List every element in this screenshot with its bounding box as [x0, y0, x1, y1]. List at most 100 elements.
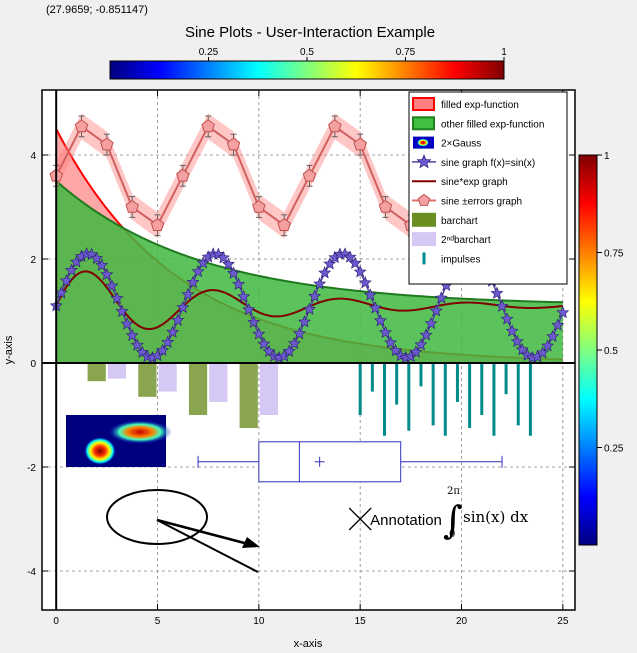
bar[interactable]: [87, 363, 106, 382]
legend-entry[interactable]: other filled exp-function: [412, 116, 544, 131]
boxplot-box[interactable]: [258, 441, 402, 483]
bar[interactable]: [239, 363, 258, 428]
sine-point[interactable]: [297, 315, 311, 328]
sine-errors-point[interactable]: [277, 218, 291, 231]
sine-point[interactable]: [379, 325, 392, 339]
legend-entry[interactable]: 2ⁿᵈbarchart: [412, 232, 491, 247]
sine-errors-point[interactable]: [328, 119, 342, 133]
sine-errors-point[interactable]: [201, 119, 215, 133]
sine-point[interactable]: [186, 275, 200, 288]
sine-point[interactable]: [247, 315, 261, 328]
legend-entry[interactable]: impulses: [422, 252, 480, 265]
legend-entry[interactable]: sine graph f(x)=sin(x): [412, 154, 535, 169]
sine-point[interactable]: [252, 327, 266, 340]
sine-point[interactable]: [115, 304, 129, 317]
bar[interactable]: [188, 363, 208, 415]
sine-point[interactable]: [368, 301, 382, 314]
sine-errors-point[interactable]: [302, 168, 317, 182]
sine-point[interactable]: [191, 264, 205, 278]
legend-entry[interactable]: filled exp-function: [412, 97, 519, 111]
sine-point[interactable]: [536, 346, 550, 359]
sine-point[interactable]: [176, 300, 190, 314]
sine-point[interactable]: [515, 343, 529, 356]
sine-point[interactable]: [384, 336, 398, 349]
legend-entry[interactable]: sine*exp graph: [412, 177, 508, 188]
legend-entry[interactable]: 2×Gauss: [413, 136, 481, 150]
sine-point[interactable]: [100, 267, 114, 281]
sine-point[interactable]: [343, 250, 357, 263]
sine-point[interactable]: [69, 255, 83, 268]
bar[interactable]: [259, 363, 279, 415]
sine-point[interactable]: [434, 291, 448, 304]
sine-errors-point[interactable]: [252, 199, 266, 213]
sine-point[interactable]: [303, 302, 316, 315]
sine-point[interactable]: [414, 338, 428, 351]
sine-point[interactable]: [120, 317, 134, 330]
sine-errors-point[interactable]: [176, 168, 190, 182]
sine-point[interactable]: [373, 314, 387, 327]
bar[interactable]: [138, 363, 157, 397]
sine-point[interactable]: [95, 258, 109, 271]
sine-point[interactable]: [64, 263, 78, 276]
sine-point[interactable]: [490, 286, 504, 299]
legend[interactable]: filled exp-function other filled exp-func…: [408, 91, 568, 285]
sine-point[interactable]: [292, 326, 306, 340]
sine-point[interactable]: [196, 256, 210, 269]
sine-point[interactable]: [541, 339, 555, 352]
sine-point[interactable]: [227, 266, 240, 279]
sine-point[interactable]: [282, 344, 296, 357]
sine-point[interactable]: [90, 251, 104, 265]
annotation-arrow[interactable]: [156, 518, 253, 547]
sine-point[interactable]: [287, 336, 301, 350]
sine-point[interactable]: [510, 334, 524, 348]
sine-point[interactable]: [105, 279, 119, 292]
sine-point[interactable]: [313, 277, 327, 290]
sine-point[interactable]: [556, 305, 570, 319]
sine-point[interactable]: [59, 274, 73, 287]
sine-point[interactable]: [130, 338, 144, 351]
sine-errors-point[interactable]: [125, 199, 139, 213]
sine-point[interactable]: [409, 345, 423, 358]
sine-errors-point[interactable]: [378, 199, 393, 213]
sine-point[interactable]: [125, 328, 139, 342]
legend-entry[interactable]: sine ±errors graph: [412, 193, 522, 208]
sine-point[interactable]: [181, 287, 195, 301]
sine-point[interactable]: [110, 291, 124, 304]
annotation-ellipse[interactable]: [106, 489, 208, 545]
legend-entry[interactable]: barchart: [412, 212, 478, 227]
sine-point[interactable]: [495, 299, 509, 312]
sine-point[interactable]: [166, 325, 180, 338]
sine-errors-point[interactable]: [150, 218, 165, 231]
sine-point[interactable]: [156, 343, 170, 356]
annotation-line[interactable]: [156, 519, 259, 573]
sine-point[interactable]: [353, 265, 367, 278]
bar[interactable]: [209, 363, 228, 402]
sine-point[interactable]: [318, 266, 332, 279]
sine-point[interactable]: [171, 313, 185, 326]
sine-point[interactable]: [419, 328, 433, 341]
sine-point[interactable]: [424, 316, 438, 330]
sine-point[interactable]: [161, 335, 175, 348]
sine-errors-point[interactable]: [226, 137, 241, 151]
sine-point[interactable]: [429, 304, 443, 317]
sine-point[interactable]: [257, 337, 271, 350]
sine-point[interactable]: [389, 343, 403, 357]
sine-point[interactable]: [500, 312, 514, 325]
bar[interactable]: [107, 363, 127, 379]
sine-point[interactable]: [237, 290, 251, 303]
sine-point[interactable]: [348, 256, 362, 269]
sine-point[interactable]: [242, 302, 256, 316]
sine-point[interactable]: [358, 276, 372, 289]
sine-point[interactable]: [308, 289, 322, 302]
sine-point[interactable]: [505, 324, 519, 337]
sine-point[interactable]: [216, 251, 230, 264]
sine-point[interactable]: [232, 277, 246, 290]
bar[interactable]: [158, 363, 177, 392]
sine-errors-point[interactable]: [353, 137, 367, 151]
sine-point[interactable]: [363, 288, 377, 301]
sine-point[interactable]: [546, 329, 560, 343]
sine-point[interactable]: [221, 257, 235, 270]
sine-point[interactable]: [551, 318, 565, 331]
sine-errors-point[interactable]: [100, 137, 114, 151]
